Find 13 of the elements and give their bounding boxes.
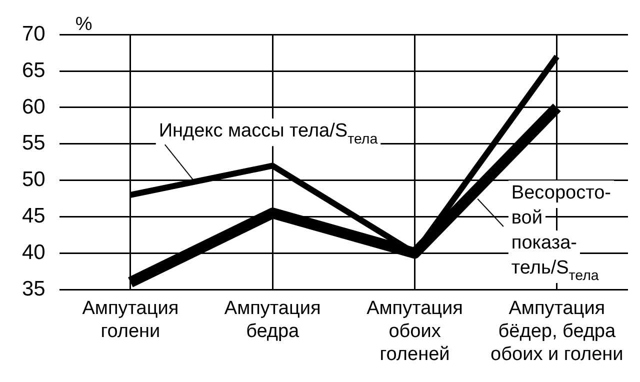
y-tick-label: 45 [22, 204, 46, 228]
x-tick-label: Ампутация бедра [224, 298, 321, 342]
x-tick-label: Ампутация голени [82, 298, 179, 342]
x-tick-label: Ампутация бёдер, бедра обоих и голени [490, 298, 624, 365]
y-tick-label: 65 [22, 58, 46, 82]
y-tick-label: 55 [22, 132, 46, 155]
y-tick-label: 50 [22, 168, 46, 192]
y-tick-label: 60 [22, 95, 46, 118]
x-tick-label: Ампутация обоих голеней [366, 298, 463, 365]
y-axis-title: % [75, 14, 92, 35]
y-tick-label: 35 [22, 277, 46, 300]
y-tick-label: 40 [22, 240, 46, 264]
y-tick-label: 70 [22, 22, 46, 46]
